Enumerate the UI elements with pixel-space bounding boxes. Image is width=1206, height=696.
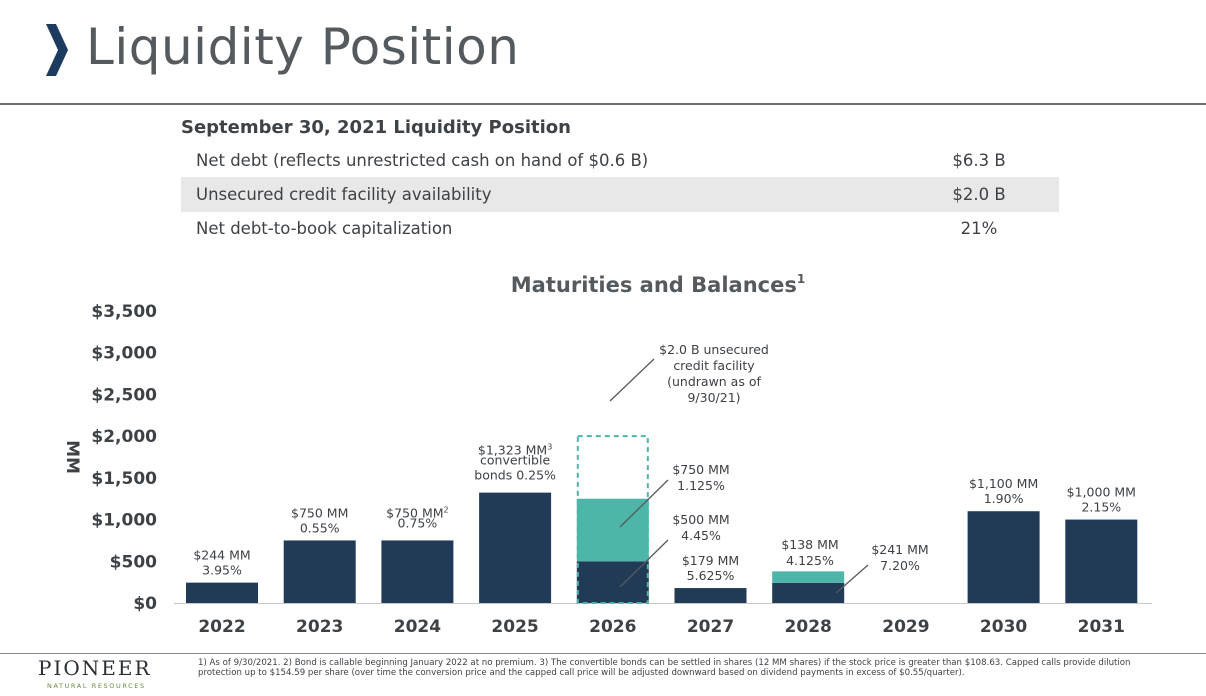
bar — [967, 511, 1040, 603]
liquidity-row-label: Net debt (reflects unrestricted cash on … — [196, 151, 649, 170]
x-tick-label: 2031 — [1078, 617, 1125, 637]
bar-label: $1,000 MM 2.15% — [1067, 485, 1136, 515]
bar-label: $750 MM 0.55% — [291, 505, 348, 535]
liquidity-row-credit-facility: Unsecured credit facility availability $… — [181, 177, 1059, 212]
y-tick-label: $2,000 — [91, 427, 157, 447]
liquidity-row-value: $2.0 B — [952, 185, 1006, 204]
bar-label: $244 MM 3.95% — [193, 548, 250, 578]
y-tick-label: $3,000 — [91, 344, 157, 364]
callout-label: $500 MM 4.45% — [672, 512, 729, 543]
x-tick-label: 2024 — [394, 617, 441, 637]
bar-label: $179 MM 5.625% — [682, 553, 739, 583]
x-tick-label: 2028 — [785, 617, 832, 637]
bar-label: $750 MM2 0.75% — [386, 505, 448, 530]
bar — [186, 582, 258, 603]
y-tick-label: $2,500 — [91, 385, 157, 405]
bar — [283, 540, 356, 603]
callout-leader-line — [619, 539, 669, 588]
bar — [772, 582, 845, 603]
x-tick-label: 2025 — [491, 617, 538, 637]
bar — [1065, 519, 1138, 603]
liquidity-row-net-debt: Net debt (reflects unrestricted cash on … — [181, 143, 1059, 178]
bar — [381, 540, 454, 603]
y-axis-label: MM — [62, 440, 82, 474]
y-tick-label: $500 — [110, 552, 157, 572]
bar-credit-facility-outline — [576, 435, 649, 604]
callout-leader-line — [619, 479, 669, 528]
page-title: Liquidity Position — [86, 18, 520, 76]
callout-leader-line — [835, 564, 869, 594]
y-tick-label: $3,500 — [91, 302, 157, 322]
pioneer-logo: PIONEER — [38, 656, 152, 680]
pioneer-logo-tagline: NATURAL RESOURCES — [47, 682, 146, 690]
maturities-chart: Maturities and Balances1 MM $0 $500 $1,000 $1… — [62, 272, 1152, 637]
callout-credit-facility: $2.0 B unsecured credit facility (undrawn … — [659, 342, 769, 405]
liquidity-row-value: $6.3 B — [952, 151, 1006, 170]
footer-divider — [0, 653, 1206, 654]
y-tick-label: $0 — [133, 594, 157, 614]
callout-label: $750 MM 1.125% — [672, 462, 729, 493]
bar — [674, 588, 747, 603]
liquidity-row-value: 21% — [960, 219, 998, 238]
liquidity-row-label: Unsecured credit facility availability — [196, 185, 492, 204]
bar — [576, 561, 649, 603]
bar-label: $1,323 MM3 convertible bonds 0.25% — [474, 443, 556, 483]
liquidity-row-label: Net debt-to-book capitalization — [196, 219, 453, 238]
title-divider — [0, 103, 1206, 105]
callout-label: $138 MM 4.125% — [781, 537, 838, 568]
bar-label: $1,100 MM 1.90% — [969, 476, 1038, 506]
x-tick-label: 2027 — [687, 617, 734, 637]
y-tick-label: $1,000 — [91, 511, 157, 531]
x-tick-label: 2022 — [198, 617, 245, 637]
bar — [479, 492, 552, 603]
liquidity-heading: September 30, 2021 Liquidity Position — [181, 117, 571, 138]
bar-upper-segment — [576, 498, 649, 562]
callout-label: $241 MM 7.20% — [871, 542, 928, 573]
x-tick-label: 2029 — [882, 617, 929, 637]
x-tick-label: 2030 — [980, 617, 1027, 637]
liquidity-row-debt-to-cap: Net debt-to-book capitalization 21% — [181, 211, 1059, 246]
callout-leader-line — [609, 358, 655, 402]
x-tick-label: 2023 — [296, 617, 343, 637]
y-tick-label: $1,500 — [91, 469, 157, 489]
x-tick-label: 2026 — [589, 617, 636, 637]
footnote: 1) As of 9/30/2021. 2) Bond is callable … — [198, 658, 1131, 678]
chart-title: Maturities and Balances1 — [511, 272, 805, 297]
bar-upper-segment — [772, 571, 845, 583]
chevron-right-icon — [46, 24, 68, 76]
